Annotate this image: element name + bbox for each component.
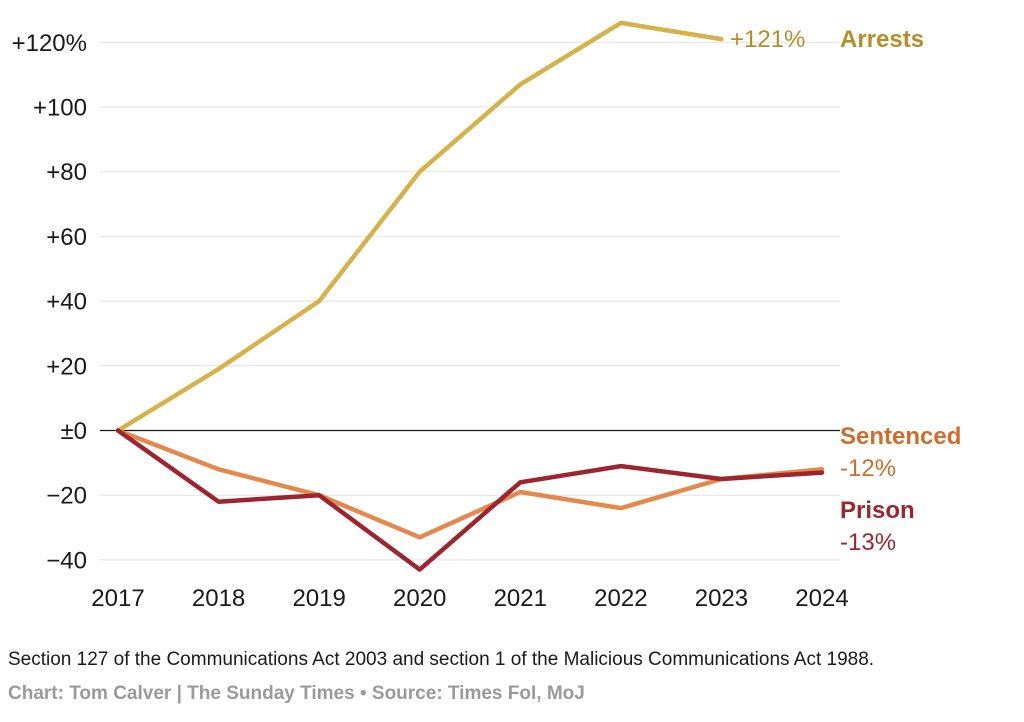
y-axis-tick-labels: +120% +100 +80 +60 +40 +20 ±0 −20 −40: [12, 30, 87, 575]
arrests-value-label: +121%: [730, 26, 805, 53]
x-tick-label: 2021: [494, 585, 547, 612]
series-lines: [115, 20, 825, 572]
series-line-arrests: [115, 20, 724, 433]
y-tick-label: ±0: [60, 418, 87, 445]
x-tick-label: 2022: [594, 585, 647, 612]
line-chart: +120%+100+80+60+40+20±0−20−40 2017 2018 20…: [12, 20, 961, 612]
series-line-prison: [115, 428, 825, 572]
x-tick-label: 2020: [393, 585, 446, 612]
y-tick-label: +100: [33, 95, 87, 122]
chart-credit: Chart: Tom Calver | The Sunday Times • S…: [8, 683, 585, 704]
series-end-labels: +121% Arrests Sentenced -12% Prison -13%: [730, 26, 961, 556]
x-tick-label: 2018: [192, 585, 245, 612]
x-axis-tick-labels: 2017 2018 2019 2020 2021 2022 2023 2024: [91, 585, 848, 612]
y-tick-label: +120%: [12, 30, 87, 57]
gridlines: [100, 41, 840, 561]
sentenced-name-label: Sentenced: [840, 423, 961, 450]
y-tick-label: +20: [46, 353, 87, 380]
y-tick-label: −20: [46, 483, 87, 510]
arrests-name-label: Arrests: [840, 26, 924, 53]
x-tick-label: 2024: [795, 585, 848, 612]
y-tick-label: +60: [46, 224, 87, 251]
chart-footnote: Section 127 of the Communications Act 20…: [8, 649, 875, 670]
y-tick-label: +40: [46, 289, 87, 316]
series-line-sentenced: [115, 428, 825, 540]
y-tick-label: +80: [46, 159, 87, 186]
sentenced-value-label: -12%: [840, 455, 896, 482]
y-tick-label: −40: [46, 547, 87, 574]
x-tick-label: 2023: [695, 585, 748, 612]
prison-name-label: Prison: [840, 497, 915, 524]
x-tick-label: 2017: [91, 585, 144, 612]
prison-value-label: -13%: [840, 529, 896, 556]
x-tick-label: 2019: [292, 585, 345, 612]
